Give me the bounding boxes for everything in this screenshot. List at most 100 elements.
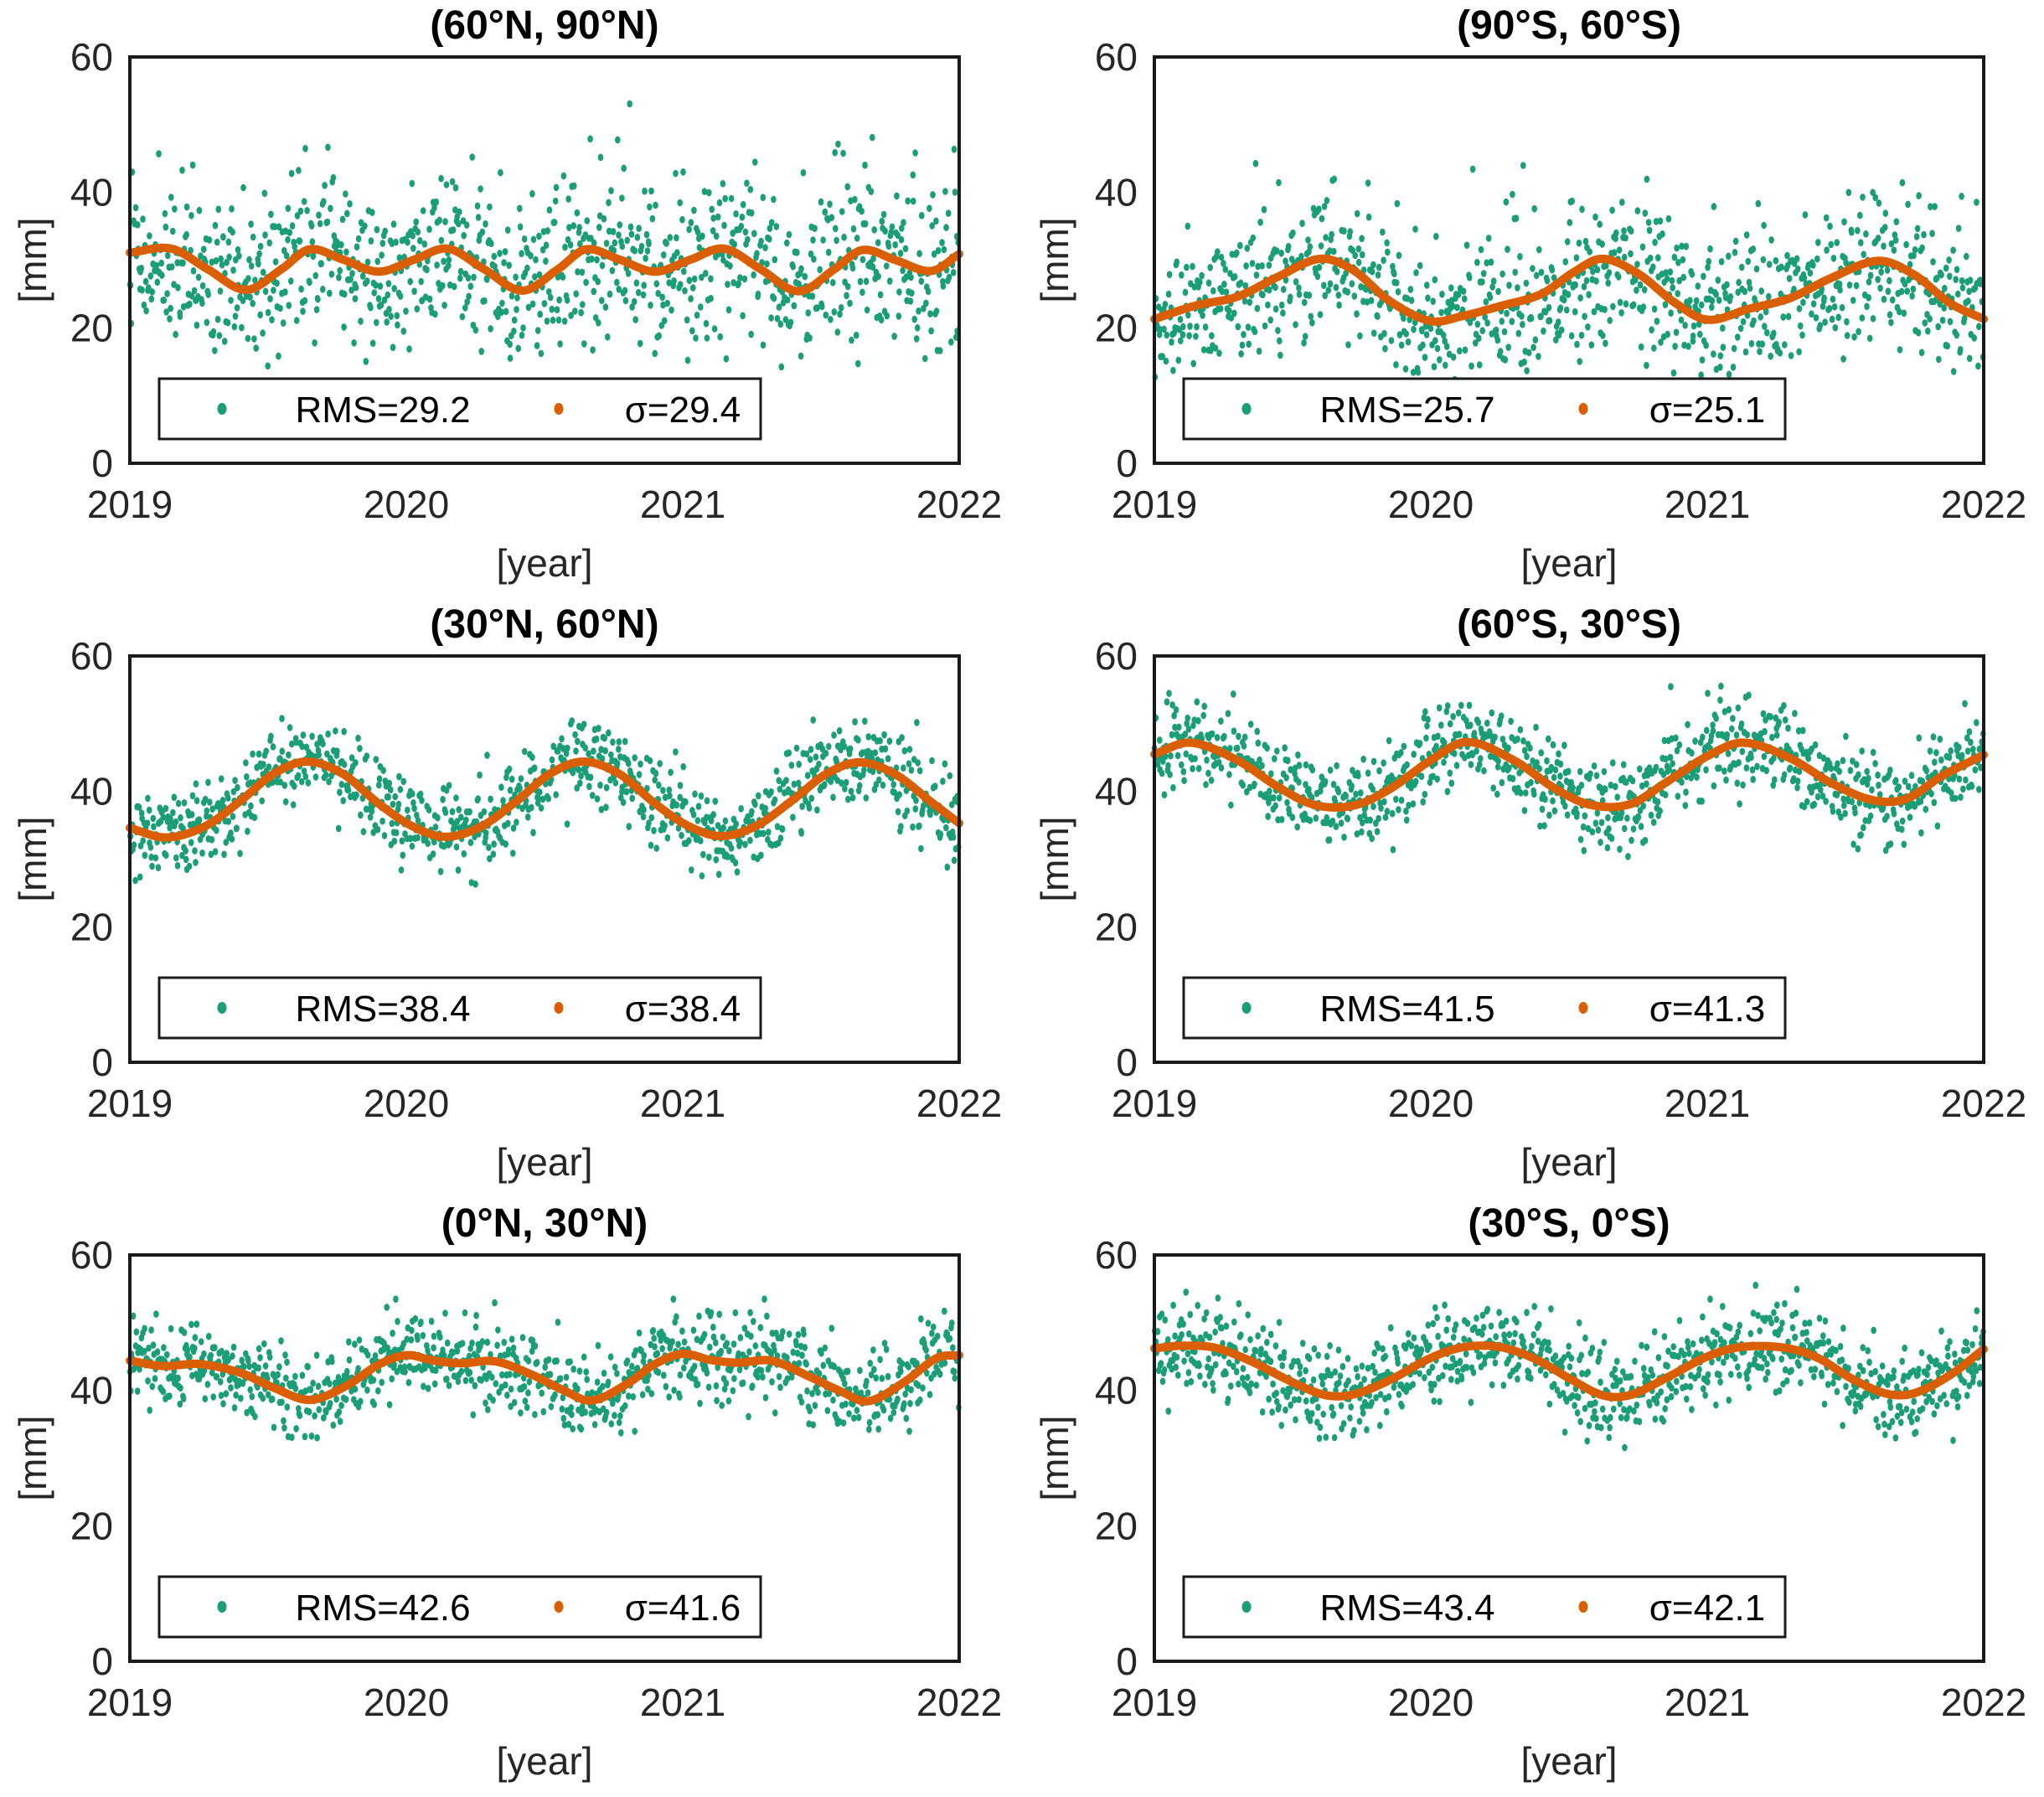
scatter-point [1538,268,1545,276]
scatter-point [653,844,659,852]
scatter-point [142,1325,147,1333]
scatter-point [1528,314,1535,323]
scatter-point [1675,259,1681,266]
scatter-point [299,1371,306,1379]
scatter-point [524,264,530,272]
scatter-point [1843,259,1849,267]
scatter-point [194,797,200,804]
scatter-point [668,768,674,777]
scatter-point [809,292,816,300]
scatter-point [498,1352,503,1360]
scatter-point [1502,356,1509,364]
scatter-point [471,273,477,281]
scatter-point [1595,826,1602,834]
scatter-point [1565,291,1572,298]
scatter-point [1593,772,1600,780]
scatter-point [1221,281,1227,288]
scatter-point [708,294,714,302]
scatter-point [522,1397,529,1405]
scatter-point [679,215,685,224]
scatter-point [271,223,278,230]
scatter-point [575,1385,581,1393]
scatter-point [640,1357,647,1366]
scatter-point [1557,304,1564,312]
scatter-point [547,293,554,302]
scatter-point [1359,818,1365,827]
scatter-point [179,166,185,174]
scatter-point [660,787,666,794]
scatter-point [730,230,736,237]
scatter-point [1805,755,1812,762]
scatter-point [1877,284,1883,292]
scatter-point [511,328,517,335]
scatter-point [1583,276,1590,285]
scatter-point [1735,704,1742,712]
scatter-point [891,788,898,797]
scatter-point [1536,245,1542,254]
scatter-point [907,297,914,305]
scatter-point [632,247,637,255]
scatter-point [218,255,225,263]
scatter-point [1893,777,1899,784]
scatter-point [1650,818,1657,826]
y-axis-label: [mm] [11,816,54,901]
scatter-point [504,226,511,234]
scatter-point [330,173,337,182]
scatter-point [718,1347,725,1355]
scatter-point [1524,367,1530,374]
scatter-point [135,221,141,229]
scatter-point [1574,340,1580,349]
scatter-point [752,158,758,166]
scatter-point [1732,237,1739,245]
scatter-point [1208,777,1215,784]
scatter-point [385,280,392,287]
scatter-point [1593,277,1599,285]
scatter-point [762,244,768,251]
scatter-point [632,754,637,762]
scatter-point [1186,332,1192,340]
scatter-point [469,153,475,161]
scatter-point [1546,317,1553,325]
scatter-point [898,823,904,830]
scatter-point [419,797,425,804]
scatter-point [737,1334,744,1341]
scatter-point [1437,356,1443,364]
scatter-point [1520,162,1526,169]
scatter-point [286,229,293,236]
scatter-point [1357,332,1363,340]
scatter-point [221,338,228,345]
scatter-point [495,1326,501,1334]
scatter-point [918,277,925,286]
scatter-point [1925,327,1931,335]
scatter-point [597,781,603,789]
scatter-point [262,231,268,239]
scatter-point [1475,719,1482,726]
scatter-point [187,1353,193,1361]
y-tick-label: 20 [1095,306,1138,349]
scatter-point [269,316,275,324]
scatter-point [374,225,380,234]
scatter-point [1653,218,1659,225]
scatter-point [1673,734,1679,742]
scatter-point [538,804,545,812]
scatter-point [884,312,890,320]
scatter-point [826,1390,833,1397]
scatter-point [415,1335,421,1343]
scatter-point [1555,318,1561,326]
scatter-point [1436,704,1443,712]
scatter-point [1170,784,1176,792]
scatter-point [1318,242,1324,250]
scatter-point [1717,696,1723,704]
scatter-point [1301,298,1308,307]
y-axis-label: [mm] [11,217,54,302]
scatter-point [531,764,538,772]
scatter-point [1338,819,1345,827]
scatter-point [1905,200,1911,209]
scatter-point [1246,340,1252,349]
scatter-point [1670,760,1675,767]
scatter-point [1519,312,1525,320]
scatter-point [282,288,288,296]
scatter-point [1537,822,1543,830]
scatter-point [1263,793,1269,801]
scatter-point [788,762,795,769]
